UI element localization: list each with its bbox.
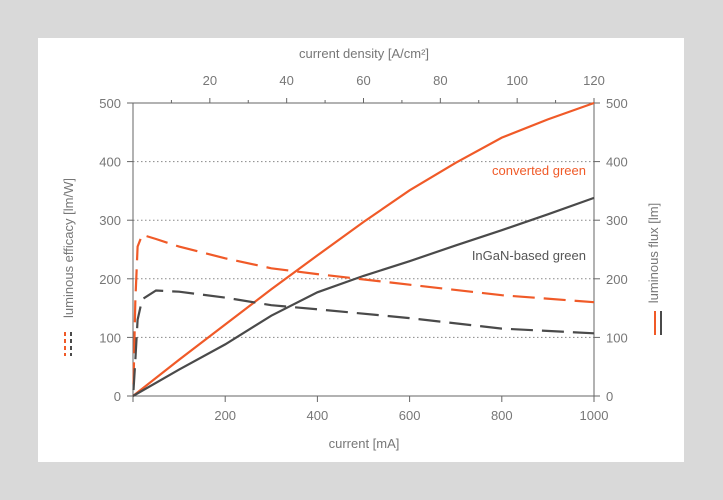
chart-frame: current density [A/cm²] current [mA] lum… (38, 38, 684, 462)
y2-axis-label: luminous flux [lm] (646, 203, 661, 303)
series-line-efficacy-3 (132, 289, 595, 391)
y-tick-label: 300 (99, 213, 121, 228)
x-tick-label: 600 (399, 408, 421, 423)
x2-tick-label: 60 (356, 73, 370, 88)
x-tick-label: 800 (491, 408, 513, 423)
y-tick-label: 0 (114, 389, 121, 404)
y2-tick-label: 500 (606, 96, 628, 111)
y-tick-label: 200 (99, 272, 121, 287)
y2-tick-label: 300 (606, 213, 628, 228)
x-tick-label: 1000 (580, 408, 609, 423)
y2-tick-label: 400 (606, 155, 628, 170)
y-tick-label: 400 (99, 155, 121, 170)
series-line-flux-1 (132, 196, 595, 397)
y-axis-label: luminous efficacy [lm/W] (61, 178, 76, 318)
y2-tick-label: 200 (606, 272, 628, 287)
y2-tick-label: 0 (606, 389, 613, 404)
chart: current density [A/cm²] current [mA] lum… (61, 46, 662, 451)
y-tick-label: 100 (99, 330, 121, 345)
x2-tick-label: 40 (279, 73, 293, 88)
annotation-converted: converted green (492, 163, 586, 178)
series-line-flux-0 (132, 101, 595, 397)
x2-axis-label: current density [A/cm²] (299, 46, 429, 61)
x2-tick-label: 80 (433, 73, 447, 88)
series-line-efficacy-2 (132, 233, 595, 385)
x2-tick-label: 100 (506, 73, 528, 88)
x-axis-label: current [mA] (329, 436, 400, 451)
x2-tick-label: 20 (203, 73, 217, 88)
x-tick-label: 400 (307, 408, 329, 423)
x2-tick-label: 120 (583, 73, 605, 88)
y2-tick-label: 100 (606, 330, 628, 345)
x-tick-label: 200 (214, 408, 236, 423)
y-tick-label: 500 (99, 96, 121, 111)
annotation-ingan: InGaN-based green (472, 248, 586, 263)
